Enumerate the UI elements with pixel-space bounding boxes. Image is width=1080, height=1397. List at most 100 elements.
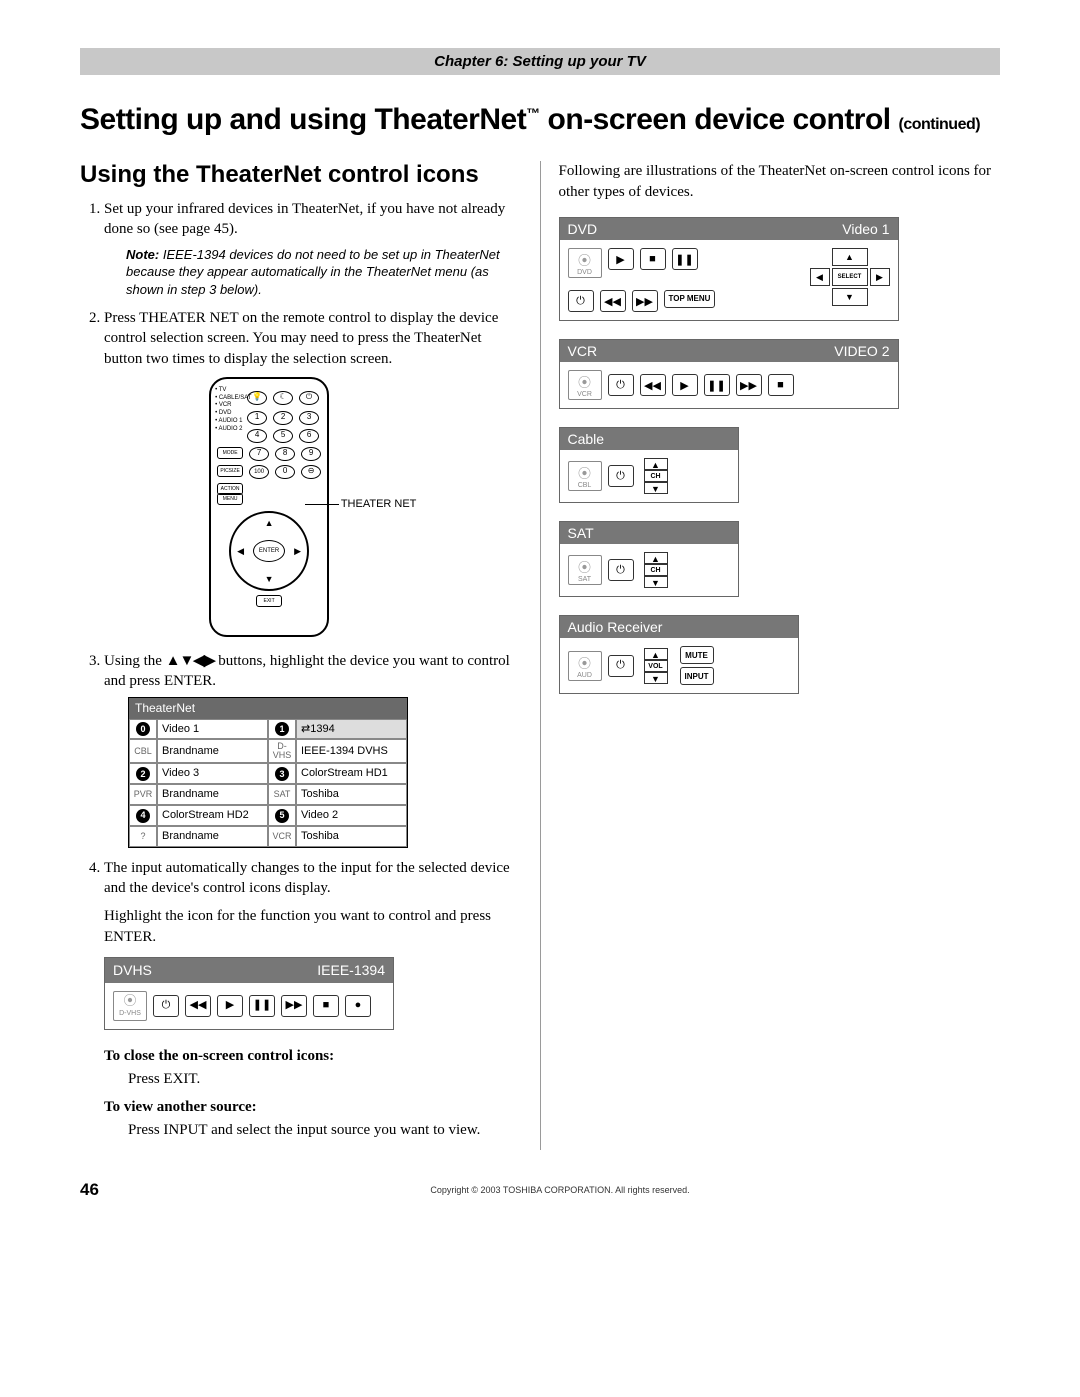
ff-icon[interactable]: ▶▶: [736, 374, 762, 396]
power-icon[interactable]: ⏻: [608, 655, 634, 677]
rewind-icon[interactable]: ◀◀: [600, 290, 626, 312]
vcr-label: VCR: [568, 343, 598, 359]
power-icon[interactable]: ⏻: [153, 995, 179, 1017]
channel-stepper[interactable]: ▲ CH ▼: [644, 458, 668, 494]
tn-table-header: TheaterNet: [129, 698, 407, 718]
tn-cell: ?: [129, 826, 157, 847]
tn-cell: CBL: [129, 739, 157, 763]
pause-icon[interactable]: ❚❚: [672, 248, 698, 270]
down-icon: ▼: [265, 573, 274, 585]
play-icon[interactable]: ▶: [217, 995, 243, 1017]
left-column: Using the TheaterNet control icons Set u…: [80, 161, 541, 1150]
input-button[interactable]: INPUT: [680, 667, 714, 685]
channel-stepper[interactable]: ▲ CH ▼: [644, 552, 668, 588]
cable-device-icon: CBL: [568, 461, 602, 491]
tn-cell: Toshiba: [296, 826, 407, 847]
dvd-device-icon: DVD: [568, 248, 602, 278]
tn-cell: 1: [268, 719, 296, 740]
vol-up-icon[interactable]: ▲: [644, 648, 668, 660]
nav-right-icon[interactable]: ▶: [870, 268, 890, 286]
audio-device-icon: AUD: [568, 651, 602, 681]
dvhs-label: DVHS: [113, 961, 152, 980]
tn-cell: Video 1: [157, 719, 268, 740]
nav-down-icon[interactable]: ▼: [832, 288, 868, 306]
cable-label: Cable: [568, 431, 605, 447]
sat-panel: SAT SAT ⏻ ▲ CH ▼: [559, 521, 739, 597]
ch-label: CH: [644, 564, 668, 576]
nav-select[interactable]: SELECT: [832, 268, 868, 286]
sat-label: SAT: [568, 525, 594, 541]
menu-button: MENU: [217, 493, 243, 505]
title-continued: (continued): [898, 116, 980, 133]
dpad: ▲ ▼ ◀ ▶ ENTER: [229, 511, 309, 591]
tn-cell: Brandname: [157, 739, 268, 763]
step-1-text: Set up your infrared devices in TheaterN…: [104, 201, 505, 237]
sat-header: SAT: [560, 522, 738, 544]
tn-cell: IEEE-1394 DVHS: [296, 739, 407, 763]
right-icon: ▶: [294, 545, 301, 557]
tn-cell: Toshiba: [296, 784, 407, 805]
rewind-icon[interactable]: ◀◀: [640, 374, 666, 396]
tn-cell: ColorStream HD1: [296, 763, 407, 784]
trademark: ™: [526, 105, 540, 121]
right-intro: Following are illustrations of the Theat…: [559, 161, 1001, 203]
nav-up-icon[interactable]: ▲: [832, 248, 868, 266]
view-heading: To view another source:: [104, 1099, 522, 1116]
tn-cell: Brandname: [157, 784, 268, 805]
section-title: Using the TheaterNet control icons: [80, 161, 522, 189]
power-icon[interactable]: ⏻: [608, 465, 634, 487]
mute-button[interactable]: MUTE: [680, 646, 714, 664]
step-2-text: Press THEATER NET on the remote control …: [104, 310, 498, 367]
title-main: Setting up and using TheaterNet: [80, 103, 526, 136]
ch-down-icon[interactable]: ▼: [644, 482, 668, 494]
ch-up-icon[interactable]: ▲: [644, 552, 668, 564]
dvd-label: DVD: [568, 221, 598, 237]
dvhs-device-icon: D-VHS: [113, 991, 147, 1021]
tn-cell: 5: [268, 805, 296, 826]
dvd-input: Video 1: [842, 221, 889, 237]
rewind-icon[interactable]: ◀◀: [185, 995, 211, 1017]
vol-label: VOL: [644, 660, 668, 672]
audio-header: Audio Receiver: [560, 616, 798, 638]
page-number: 46: [80, 1180, 120, 1200]
ch-down-icon[interactable]: ▼: [644, 576, 668, 588]
stop-icon[interactable]: ■: [640, 248, 666, 270]
mode-button: MODE: [217, 447, 243, 459]
record-icon[interactable]: ●: [345, 995, 371, 1017]
vcr-header: VCR VIDEO 2: [560, 340, 898, 362]
tn-cell: Video 2: [296, 805, 407, 826]
ch-up-icon[interactable]: ▲: [644, 458, 668, 470]
num-3: 3: [299, 411, 319, 425]
tn-cell: ⇄1394: [296, 719, 407, 740]
exit-button: EXIT: [256, 595, 282, 607]
nav-left-icon[interactable]: ◀: [810, 268, 830, 286]
sleep-button: ☾: [273, 391, 293, 405]
pause-icon[interactable]: ❚❚: [704, 374, 730, 396]
chapter-banner: Chapter 6: Setting up your TV: [80, 48, 1000, 75]
power-icon[interactable]: ⏻: [568, 290, 594, 312]
power-icon[interactable]: ⏻: [608, 374, 634, 396]
right-column: Following are illustrations of the Theat…: [541, 161, 1001, 1150]
ff-icon[interactable]: ▶▶: [281, 995, 307, 1017]
pause-icon[interactable]: ❚❚: [249, 995, 275, 1017]
num-5: 5: [273, 429, 293, 443]
stop-icon[interactable]: ■: [313, 995, 339, 1017]
tn-cell: 0: [129, 719, 157, 740]
up-icon: ▲: [265, 517, 274, 529]
stop-icon[interactable]: ■: [768, 374, 794, 396]
tn-cell: PVR: [129, 784, 157, 805]
tn-cell: Brandname: [157, 826, 268, 847]
play-icon[interactable]: ▶: [608, 248, 634, 270]
vol-stepper[interactable]: ▲ VOL ▼: [644, 648, 668, 684]
close-heading: To close the on-screen control icons:: [104, 1048, 522, 1065]
cable-panel: Cable CBL ⏻ ▲ CH ▼: [559, 427, 739, 503]
ff-icon[interactable]: ▶▶: [632, 290, 658, 312]
power-icon[interactable]: ⏻: [608, 559, 634, 581]
audio-label: Audio Receiver: [568, 619, 663, 635]
ch-label: CH: [644, 470, 668, 482]
topmenu-button[interactable]: TOP MENU: [664, 290, 716, 308]
vol-down-icon[interactable]: ▼: [644, 672, 668, 684]
page-footer: 46 Copyright © 2003 TOSHIBA CORPORATION.…: [80, 1180, 1000, 1200]
play-icon[interactable]: ▶: [672, 374, 698, 396]
arrow-icons: ▲▼◀▶: [166, 652, 215, 669]
